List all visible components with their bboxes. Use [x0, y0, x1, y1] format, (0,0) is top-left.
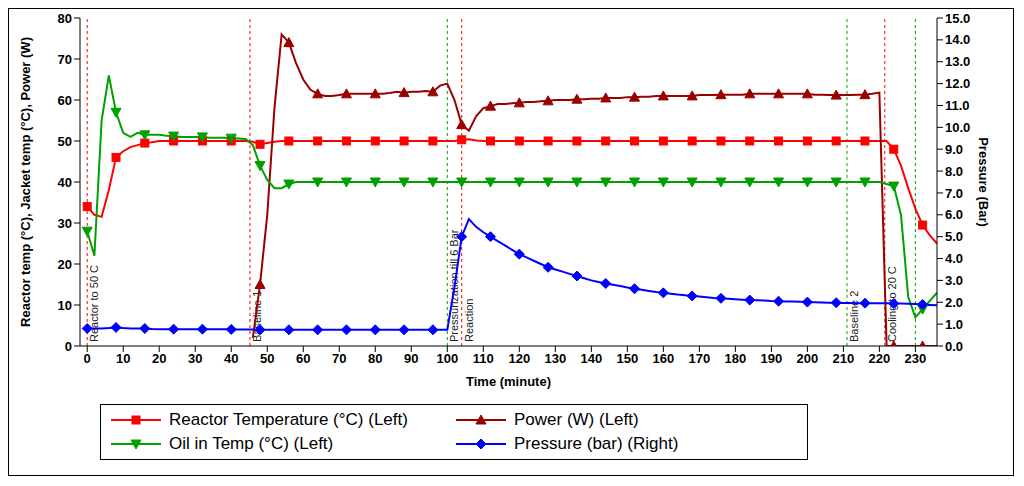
svg-text:8.0: 8.0: [945, 164, 963, 179]
svg-text:0.0: 0.0: [945, 339, 963, 354]
svg-text:1.0: 1.0: [945, 317, 963, 332]
svg-text:Pressurization till 6 Bar: Pressurization till 6 Bar: [448, 229, 461, 342]
svg-text:Reaction: Reaction: [463, 299, 475, 342]
svg-text:Time (minute): Time (minute): [466, 374, 551, 389]
svg-text:6.0: 6.0: [945, 207, 963, 222]
svg-text:80: 80: [58, 11, 72, 26]
svg-text:Baseline 1: Baseline 1: [251, 290, 263, 342]
svg-text:12.0: 12.0: [945, 76, 970, 91]
svg-text:60: 60: [58, 93, 72, 108]
svg-text:50: 50: [58, 134, 72, 149]
svg-text:60: 60: [296, 351, 310, 366]
svg-text:40: 40: [224, 351, 238, 366]
svg-text:13.0: 13.0: [945, 54, 970, 69]
svg-text:10.0: 10.0: [945, 120, 970, 135]
html-text:Oil in Temp (°C) (Left): Oil in Temp (°C) (Left): [169, 434, 334, 453]
svg-text:3.0: 3.0: [945, 273, 963, 288]
svg-text:50: 50: [260, 351, 274, 366]
html-text:Pressure (bar) (Right): Pressure (bar) (Right): [514, 434, 679, 453]
svg-text:130: 130: [544, 351, 566, 366]
svg-text:200: 200: [797, 351, 819, 366]
html-text:Power (W) (Left): Power (W) (Left): [514, 410, 639, 429]
svg-text:110: 110: [473, 351, 494, 366]
svg-text:210: 210: [833, 351, 855, 366]
svg-text:230: 230: [905, 351, 927, 366]
svg-text:30: 30: [58, 216, 72, 231]
svg-text:190: 190: [761, 351, 783, 366]
svg-text:15.0: 15.0: [945, 11, 970, 26]
svg-text:40: 40: [58, 175, 72, 190]
svg-text:180: 180: [725, 351, 747, 366]
svg-text:80: 80: [368, 351, 382, 366]
svg-text:Baseline 2: Baseline 2: [848, 291, 860, 342]
svg-text:7.0: 7.0: [945, 186, 963, 201]
svg-text:70: 70: [332, 351, 346, 366]
svg-text:11.0: 11.0: [945, 98, 970, 113]
svg-text:9.0: 9.0: [945, 142, 963, 157]
svg-text:14.0: 14.0: [945, 32, 970, 47]
svg-text:0: 0: [65, 339, 72, 354]
svg-text:10: 10: [116, 351, 130, 366]
svg-text:2.0: 2.0: [945, 295, 963, 310]
svg-text:0: 0: [84, 351, 91, 366]
svg-text:Reactor to 50 C: Reactor to 50 C: [88, 265, 101, 342]
svg-text:Reactor temp (°C), Jacket temp: Reactor temp (°C), Jacket temp (°C), Pow…: [18, 37, 33, 327]
svg-text:140: 140: [580, 351, 602, 366]
svg-text:5.0: 5.0: [945, 229, 963, 244]
svg-text:150: 150: [616, 351, 638, 366]
svg-text:20: 20: [152, 351, 166, 366]
svg-text:Cooling to 20 C: Cooling to 20 C: [885, 266, 898, 342]
svg-text:170: 170: [688, 351, 710, 366]
svg-text:20: 20: [58, 257, 72, 272]
svg-text:Pressure (Bar): Pressure (Bar): [976, 137, 991, 227]
svg-text:70: 70: [58, 52, 72, 67]
svg-text:30: 30: [188, 351, 202, 366]
svg-text:160: 160: [652, 351, 674, 366]
svg-text:120: 120: [508, 351, 530, 366]
svg-text:10: 10: [58, 298, 72, 313]
svg-text:100: 100: [436, 351, 458, 366]
svg-text:4.0: 4.0: [945, 251, 963, 266]
html-text:Reactor Temperature (°C) (Left: Reactor Temperature (°C) (Left): [169, 410, 408, 429]
svg-text:220: 220: [869, 351, 891, 366]
svg-text:90: 90: [404, 351, 418, 366]
